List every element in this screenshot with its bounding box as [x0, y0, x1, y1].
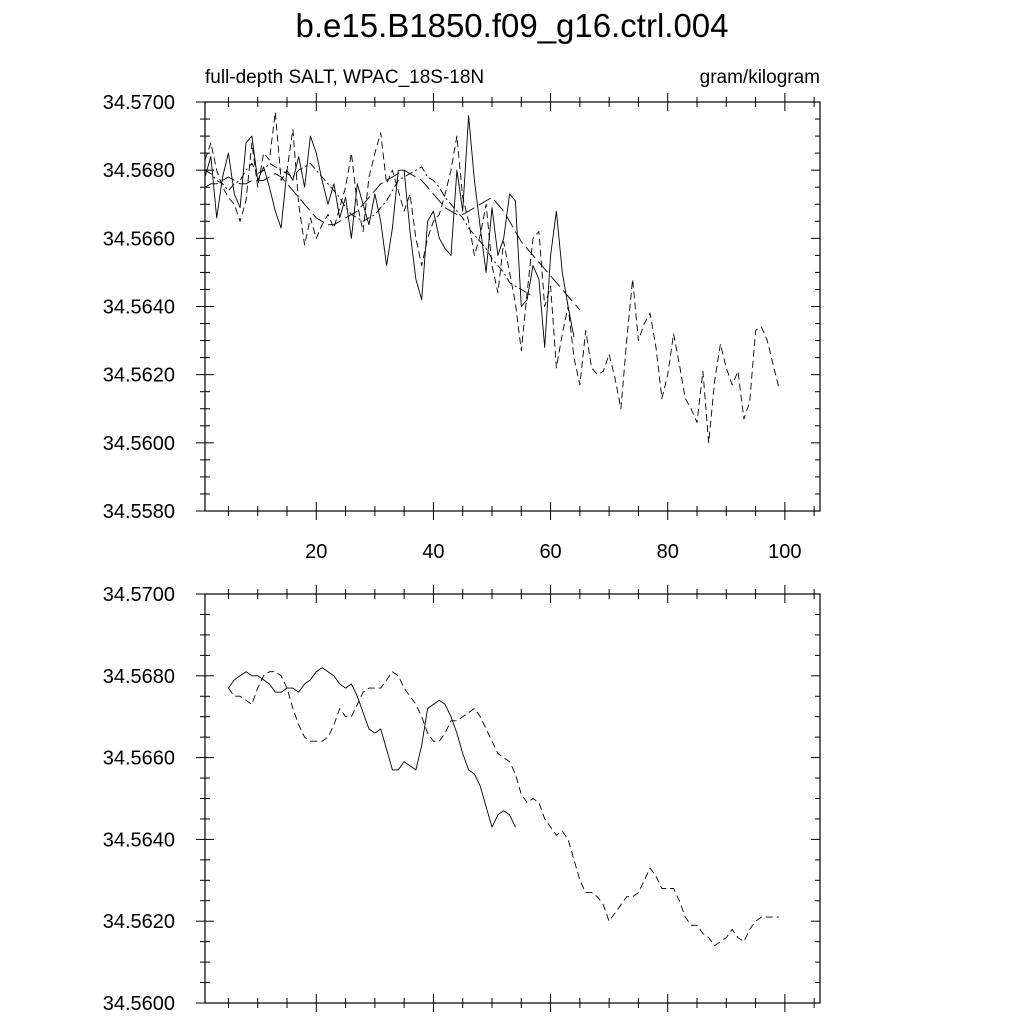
y-tick-label: 34.5680: [103, 160, 175, 182]
panel-bottom: 34.5600 34.5620 34.5640 34.5660 34.5680 34.57…: [103, 584, 821, 1015]
y-tick-label: 34.5660: [103, 228, 175, 250]
y-tick-label: 34.5680: [103, 666, 175, 688]
panel1-subtitle-right: gram/kilogram: [700, 67, 820, 88]
y-tick-label: 34.5600: [103, 433, 175, 455]
series-line-dashed: [204, 111, 780, 444]
series-line-long-dash: [204, 169, 581, 311]
plot-frame: [204, 593, 821, 1004]
series-line-dashed: [228, 671, 779, 947]
chart-title: b.e15.B1850.f09_g16.ctrl.004: [295, 7, 728, 44]
y-tick-label: 34.5640: [103, 829, 175, 851]
x-tick-label: 60: [539, 541, 561, 563]
y-tick-label: 34.5620: [103, 365, 175, 387]
x-tick-label: 40: [422, 541, 444, 563]
y-tick-label: 34.5640: [103, 297, 175, 319]
series-line-solid: [204, 115, 575, 348]
y-tick-label: 34.5700: [103, 584, 175, 606]
x-tick-label: 80: [657, 541, 679, 563]
y-tick-label: 34.5600: [103, 993, 175, 1015]
panel1-subtitle-left: full-depth SALT, WPAC_18S-18N: [205, 67, 484, 88]
series-line-dash-dot: [204, 162, 534, 297]
x-tick-label: 20: [305, 541, 327, 563]
series-line-solid: [228, 667, 516, 828]
x-tick-label: 100: [768, 541, 801, 563]
y-tick-label: 34.5620: [103, 911, 175, 933]
y-tick-label: 34.5700: [103, 92, 175, 114]
y-tick-label: 34.5580: [103, 501, 175, 523]
y-tick-label: 34.5660: [103, 748, 175, 770]
panel-top: 34.5580 34.5600 34.5620 34.5640 34.5660 34.56…: [103, 92, 821, 563]
